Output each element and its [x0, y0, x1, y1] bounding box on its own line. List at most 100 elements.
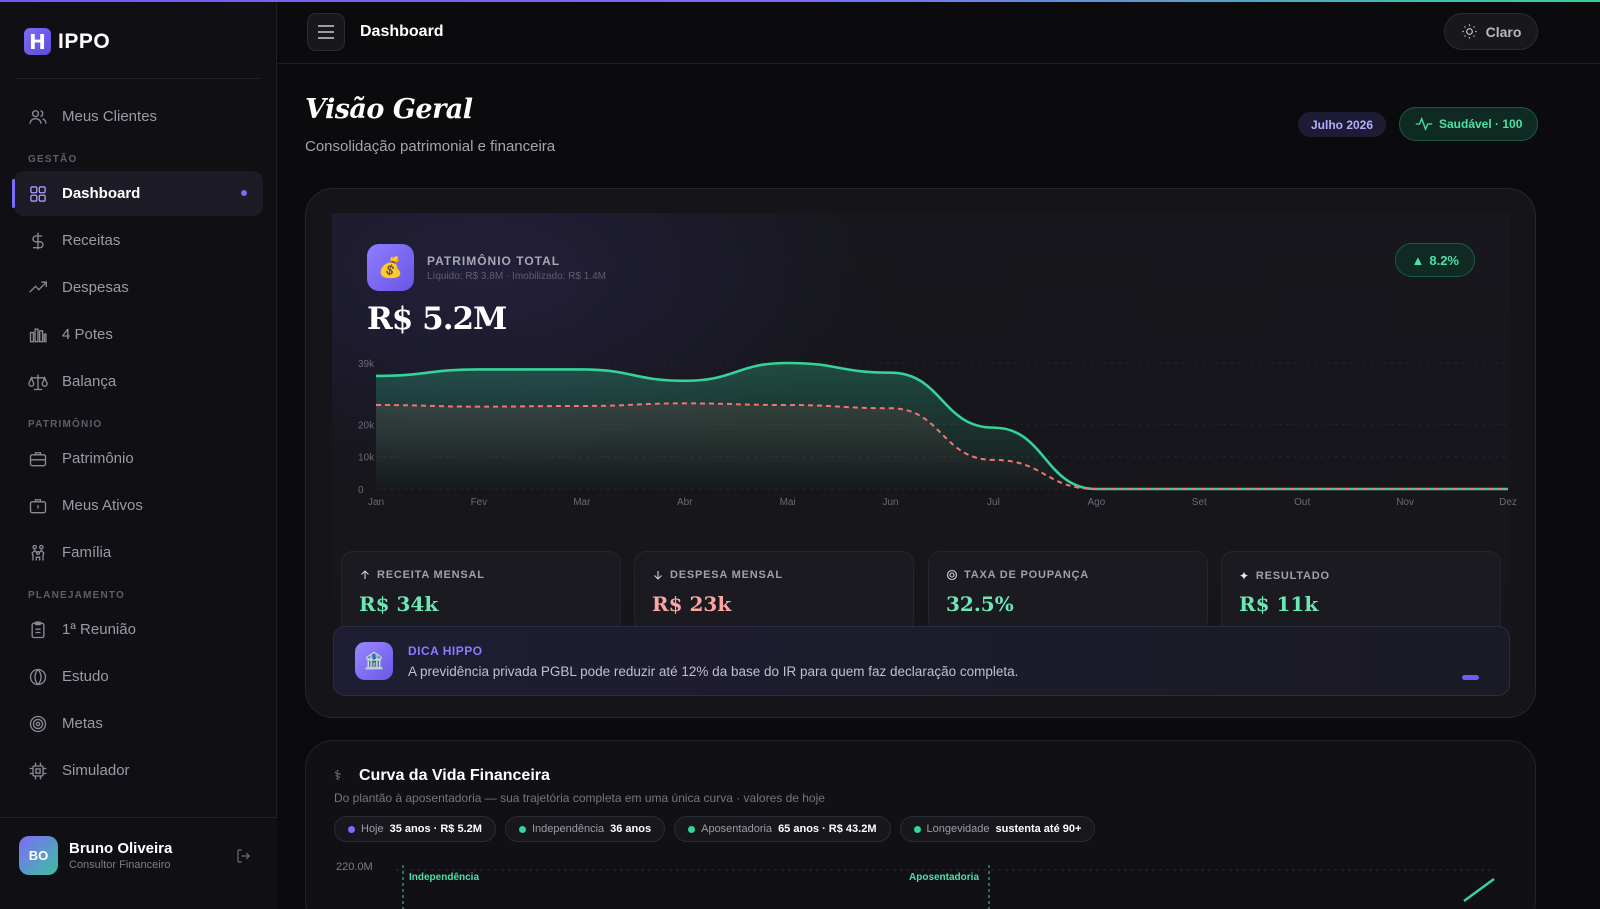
stat-receita-mensal[interactable]: RECEITA MENSAL R$ 34k: [341, 551, 621, 633]
stat-value: R$ 34k: [359, 592, 439, 616]
patrimonio-value: R$ 5.2M: [367, 301, 507, 337]
sidebar-item-meus-ativos[interactable]: Meus Ativos: [14, 483, 263, 528]
logo-mark: H: [24, 28, 51, 55]
sidebar-item-simulador[interactable]: Simulador: [14, 748, 263, 793]
target-icon: [29, 715, 47, 732]
x-tick-label: Jul: [987, 497, 1000, 508]
page-breadcrumb: Dashboard: [360, 23, 444, 40]
milestone-chips: Hoje 35 anos · R$ 5.2M Independência 36 …: [334, 816, 1096, 842]
life-curve-card: ⚕ Curva da Vida Financeira Do plantão à …: [305, 740, 1536, 909]
sidebar-item-label: Metas: [62, 715, 103, 732]
sidebar-nav: Meus Clientes GESTÃO Dashboard Receitas …: [12, 94, 263, 795]
tip-title: DICA HIPPO: [408, 644, 483, 658]
sidebar-item-label: 4 Potes: [62, 326, 113, 343]
page-subtitle: Consolidação patrimonial e financeira: [305, 138, 556, 155]
user-profile[interactable]: BO Bruno Oliveira Consultor Financeiro: [0, 817, 277, 909]
sidebar-item-4-potes[interactable]: 4 Potes: [14, 312, 263, 357]
stat-label: TAXA DE POUPANÇA: [946, 569, 1089, 581]
sparkle-icon: ✦: [1239, 569, 1250, 583]
stat-label-text: DESPESA MENSAL: [670, 569, 783, 581]
ring-icon: [946, 569, 958, 581]
stat-taxa-poupanca[interactable]: TAXA DE POUPANÇA 32.5%: [928, 551, 1208, 633]
stat-despesa-mensal[interactable]: DESPESA MENSAL R$ 23k: [634, 551, 914, 633]
arrow-up-icon: [361, 570, 369, 579]
chip-dot: [688, 825, 696, 833]
sidebar-divider: [16, 78, 260, 79]
x-tick-label: Fev: [471, 497, 488, 508]
sidebar-item-balanca[interactable]: Balança: [14, 359, 263, 404]
chip-label: Longevidade: [926, 823, 990, 835]
stat-label-text: TAXA DE POUPANÇA: [964, 569, 1090, 581]
sidebar-item-label: Simulador: [62, 762, 130, 779]
globe-icon: [29, 668, 47, 685]
sidebar-item-label: Meus Clientes: [62, 108, 158, 125]
patrimonio-card: 💰 PATRIMÔNIO TOTAL Líquido: R$ 3.8M · Im…: [305, 188, 1536, 718]
y-tick-label: 39k: [358, 359, 375, 370]
sidebar-item-receitas[interactable]: Receitas: [14, 218, 263, 263]
life-curve-subtitle: Do plantão à aposentadoria — sua trajetó…: [334, 791, 825, 805]
patrimonio-detail: Líquido: R$ 3.8M · Imobilizado: R$ 1.4M: [427, 271, 606, 282]
sidebar-item-label: Balança: [62, 373, 117, 390]
dica-hippo-banner[interactable]: 🏦 DICA HIPPO A previdência privada PGBL …: [333, 626, 1510, 696]
x-tick-label: Dez: [1499, 497, 1517, 508]
chip-value: 36 anos: [610, 823, 652, 835]
scale-icon: [28, 374, 48, 390]
sidebar-item-despesas[interactable]: Despesas: [14, 265, 263, 310]
chip-aposentadoria[interactable]: Aposentadoria 65 anos · R$ 43.2M: [674, 816, 891, 842]
theme-toggle-button[interactable]: Claro: [1444, 13, 1538, 50]
sidebar-item-label: Família: [62, 544, 112, 561]
nav-section-planejamento: PLANEJAMENTO: [28, 590, 126, 601]
briefcase-icon: [29, 498, 47, 513]
menu-toggle-button[interactable]: [307, 13, 345, 51]
money-bag-icon: 💰: [367, 244, 414, 291]
triangle-up-icon: ▲: [1411, 252, 1425, 268]
arrow-down-icon: [654, 571, 662, 580]
pulse-icon: [1415, 117, 1433, 131]
sidebar-item-metas[interactable]: Metas: [14, 701, 263, 746]
sidebar-item-dashboard[interactable]: Dashboard: [12, 171, 263, 216]
tip-pager-indicator[interactable]: [1462, 675, 1479, 680]
series-area-despesa: [376, 403, 1508, 489]
user-role: Consultor Financeiro: [69, 859, 171, 871]
family-icon: [31, 544, 45, 560]
nav-section-gestao: GESTÃO: [28, 154, 78, 165]
stat-label: DESPESA MENSAL: [652, 569, 783, 581]
chip-dot: [348, 825, 355, 833]
stat-resultado[interactable]: ✦ RESULTADO R$ 11k: [1221, 551, 1501, 633]
logout-icon[interactable]: [235, 847, 253, 865]
chip-dot: [518, 825, 526, 833]
logo[interactable]: H IPPO: [24, 28, 110, 55]
sidebar-item-familia[interactable]: Família: [14, 530, 263, 575]
x-tick-label: Mai: [780, 497, 796, 508]
chip-independencia[interactable]: Independência 36 anos: [504, 816, 666, 842]
sidebar-item-label: Patrimônio: [62, 450, 134, 467]
patrimonio-chart: 0 10k 20k 39k Jan Fev Mar Abr Mai Jun Jul Ago Set Ou…: [358, 359, 1517, 508]
stethoscope-icon: ⚕: [334, 767, 342, 783]
patrimonio-panel: 💰 PATRIMÔNIO TOTAL Líquido: R$ 3.8M · Im…: [332, 213, 1517, 693]
sidebar-item-patrimonio[interactable]: Patrimônio: [14, 436, 263, 481]
x-tick-label: Ago: [1087, 497, 1105, 508]
sidebar-item-label: Dashboard: [62, 185, 141, 202]
chip-longevidade[interactable]: Longevidade sustenta até 90+: [899, 816, 1096, 842]
sidebar-item-meus-clientes[interactable]: Meus Clientes: [14, 94, 263, 139]
x-tick-label: Mar: [573, 497, 591, 508]
stat-label: RECEITA MENSAL: [359, 569, 485, 581]
stat-label-text: RECEITA MENSAL: [377, 569, 485, 581]
sidebar-item-label: Receitas: [62, 232, 121, 249]
month-badge[interactable]: Julho 2026: [1298, 112, 1387, 137]
health-badge-label: Saudável · 100: [1439, 117, 1523, 131]
sidebar-item-label: Estudo: [62, 668, 109, 685]
health-badge[interactable]: Saudável · 100: [1399, 107, 1539, 141]
stat-value: R$ 11k: [1239, 592, 1319, 616]
users-icon: [29, 109, 47, 124]
life-y-tick: 220.0M: [336, 861, 373, 873]
x-tick-label: Jun: [882, 497, 898, 508]
logo-text: IPPO: [58, 29, 111, 53]
sidebar-item-estudo[interactable]: Estudo: [14, 654, 263, 699]
sidebar-item-1a-reuniao[interactable]: 1ª Reunião: [14, 607, 263, 652]
chip-hoje[interactable]: Hoje 35 anos · R$ 5.2M: [334, 816, 496, 842]
stat-label: ✦ RESULTADO: [1239, 569, 1330, 583]
sidebar-item-label: Meus Ativos: [62, 497, 143, 514]
nav-section-patrimonio: PATRIMÔNIO: [28, 419, 103, 430]
life-curve-line: [1463, 877, 1495, 903]
